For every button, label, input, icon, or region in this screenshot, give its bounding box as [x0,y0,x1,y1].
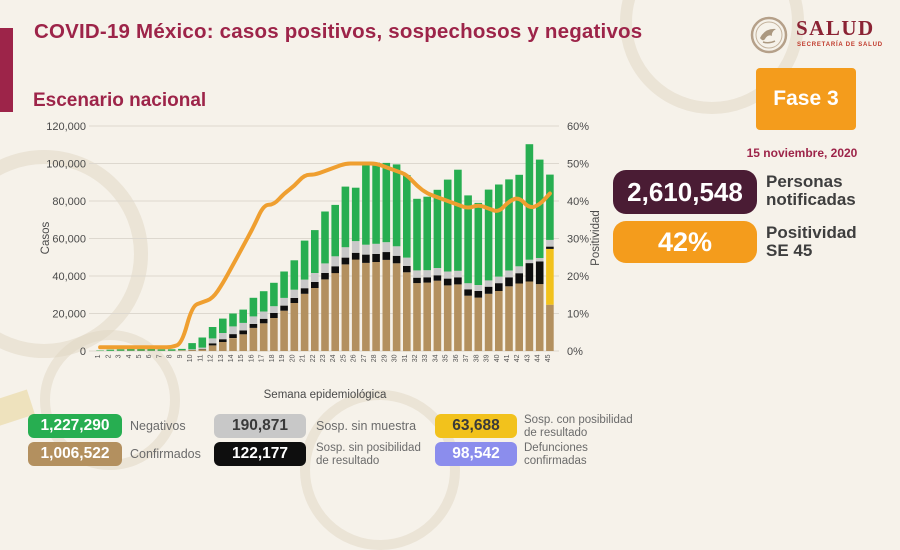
svg-text:5: 5 [136,354,143,358]
svg-text:41: 41 [504,354,511,362]
svg-text:26: 26 [351,354,358,362]
svg-text:20,000: 20,000 [52,309,86,321]
national-scenario-chart: Casos Positividad Semana epidemiológica … [25,116,617,410]
svg-text:45: 45 [545,354,552,362]
svg-text:30%: 30% [567,234,589,246]
legend-sosp-sin-posibilidad-value: 122,177 [214,442,306,466]
legend-sosp-sin-posibilidad-label: Sosp. sin posibilidad de resultado [316,442,446,468]
svg-text:2: 2 [105,354,112,358]
positivity-label: Positividad SE 45 [766,224,896,261]
svg-text:24: 24 [330,354,337,362]
svg-text:19: 19 [279,354,286,362]
svg-text:32: 32 [412,354,419,362]
legend-sosp-con-posibilidad-label: Sosp. con posibilidad de resultado [524,414,674,440]
svg-text:15: 15 [238,354,245,362]
svg-text:20: 20 [289,354,296,362]
svg-text:44: 44 [535,354,542,362]
svg-text:33: 33 [422,354,429,362]
svg-text:21: 21 [300,354,307,362]
legend-negativos-value: 1,227,290 [28,414,122,438]
legend-defunciones-label: Defunciones confirmadas [524,442,674,468]
svg-text:120,000: 120,000 [46,121,86,133]
svg-text:20%: 20% [567,271,589,283]
svg-text:7: 7 [156,354,163,358]
salud-logo: SALUD SECRETARÍA DE SALUD [750,14,890,60]
legend-confirmados-value: 1,006,522 [28,442,122,466]
svg-text:40,000: 40,000 [52,271,86,283]
persons-notified-badge: 2,610,548 [613,170,757,214]
svg-text:31: 31 [402,354,409,362]
svg-text:80,000: 80,000 [52,196,86,208]
svg-text:9: 9 [177,354,184,358]
legend-defunciones-value: 98,542 [435,442,517,466]
svg-text:39: 39 [484,354,491,362]
svg-text:14: 14 [228,354,235,362]
svg-text:11: 11 [197,354,204,361]
svg-text:1: 1 [95,354,102,358]
svg-text:13: 13 [218,354,225,362]
x-axis-title: Semana epidemiológica [264,389,387,401]
svg-text:43: 43 [524,354,531,362]
svg-text:10%: 10% [567,309,589,321]
y-axis-left-title: Casos [40,221,52,254]
svg-text:30: 30 [392,354,399,362]
legend-sosp-sin-muestra-label: Sosp. sin muestra [316,414,446,438]
salud-wordmark: SALUD [796,16,875,41]
svg-text:42: 42 [514,354,521,362]
svg-text:28: 28 [371,354,378,362]
salud-subtitle: SECRETARÍA DE SALUD [797,42,883,48]
chart-canvas: Casos Positividad Semana epidemiológica … [25,116,617,410]
svg-text:17: 17 [259,354,266,362]
svg-text:8: 8 [167,354,174,358]
svg-text:38: 38 [473,354,480,362]
svg-text:40: 40 [494,354,501,362]
report-date: 15 noviembre, 2020 [742,146,862,160]
svg-text:4: 4 [126,354,133,358]
svg-text:23: 23 [320,354,327,362]
svg-text:29: 29 [381,354,388,362]
svg-text:6: 6 [146,354,153,358]
svg-text:40%: 40% [567,196,589,208]
svg-text:27: 27 [361,354,368,362]
svg-text:0: 0 [80,346,86,358]
svg-text:60,000: 60,000 [52,234,86,246]
legend-sosp-con-posibilidad-value: 63,688 [435,414,517,438]
phase-badge: Fase 3 [756,68,856,130]
svg-text:22: 22 [310,354,317,362]
legend-sosp-sin-muestra-value: 190,871 [214,414,306,438]
svg-text:100,000: 100,000 [46,159,86,171]
page-title: COVID-19 México: casos positivos, sospec… [34,20,724,44]
svg-text:34: 34 [432,354,439,362]
svg-text:12: 12 [208,354,215,362]
svg-text:10: 10 [187,354,194,362]
svg-text:37: 37 [463,354,470,362]
left-accent-strip [0,28,13,112]
svg-text:35: 35 [443,354,450,362]
svg-text:25: 25 [340,354,347,362]
y-axis-right-title: Positividad [590,210,602,266]
svg-text:3: 3 [116,354,123,358]
positivity-badge: 42% [613,221,757,263]
svg-text:60%: 60% [567,121,589,133]
chart-title: Escenario nacional [33,90,206,112]
svg-text:36: 36 [453,354,460,362]
government-seal-icon [750,16,788,54]
persons-notified-label: Personas notificadas [766,173,896,210]
svg-text:0%: 0% [567,346,583,358]
svg-text:16: 16 [248,354,255,362]
svg-text:18: 18 [269,354,276,362]
svg-text:50%: 50% [567,159,589,171]
